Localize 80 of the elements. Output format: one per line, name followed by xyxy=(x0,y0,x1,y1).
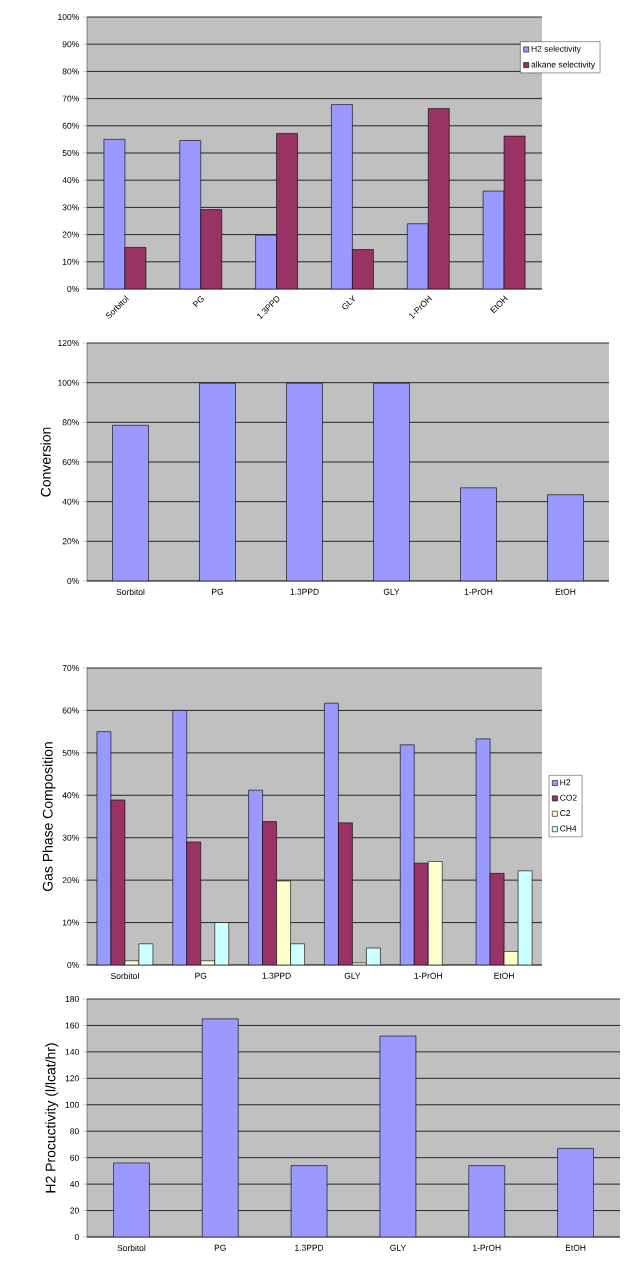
y-tick-label: 0% xyxy=(67,962,79,968)
y-tick-label: 60 xyxy=(70,1154,79,1161)
y-tick-label: 80% xyxy=(62,419,79,426)
y-tick-label: 60% xyxy=(62,459,79,465)
bar xyxy=(291,1165,328,1237)
y-tick-label: 70% xyxy=(62,95,79,102)
y-tick-label: 50% xyxy=(62,150,79,156)
x-tick-label: PG xyxy=(195,972,207,979)
x-tick-label: GLY xyxy=(390,1244,406,1251)
y-tick-label: 40 xyxy=(70,1181,79,1188)
bar xyxy=(468,1165,505,1237)
y-axis-title: Gas Phase Composition xyxy=(42,742,56,891)
y-tick-label: 30% xyxy=(62,204,79,211)
y-tick-label: 100 xyxy=(65,1101,79,1108)
x-tick-label: Sorbitol xyxy=(117,1244,146,1251)
y-tick-label: 20% xyxy=(62,877,79,884)
y-tick-label: 40% xyxy=(62,498,79,505)
legend-label: CO2 xyxy=(560,794,577,801)
bar xyxy=(400,744,415,965)
y-tick-label: 10% xyxy=(62,919,79,926)
y-tick-label: 10% xyxy=(62,258,79,265)
x-tick-label: 1-PrOH xyxy=(473,1244,501,1251)
y-tick-label: 120% xyxy=(58,340,79,346)
y-tick-label: 100% xyxy=(58,13,79,20)
y-tick-label: 0% xyxy=(67,578,79,584)
y-tick-label: 80% xyxy=(62,68,79,75)
bar xyxy=(113,1162,150,1237)
y-tick-label: 90% xyxy=(62,41,79,48)
x-tick-label: EtOH xyxy=(494,972,514,979)
x-tick-label: PG xyxy=(192,296,204,308)
y-tick-label: 160 xyxy=(65,1022,79,1029)
x-tick-label: Sorbitol xyxy=(116,588,145,595)
y-tick-label: 20% xyxy=(62,538,79,545)
y-tick-label: 80 xyxy=(70,1128,79,1135)
x-tick-label: Sorbitol xyxy=(110,972,139,979)
y-tick-label: 100% xyxy=(58,379,79,386)
x-tick-label: 1.3PPD xyxy=(290,588,319,595)
y-tick-label: 20 xyxy=(70,1207,79,1214)
legend-label: H2 xyxy=(560,779,571,786)
bar xyxy=(202,1018,239,1237)
y-tick-label: 60% xyxy=(62,122,79,129)
y-tick-label: 0% xyxy=(67,286,79,292)
x-tick-label: 1-PrOH xyxy=(414,972,442,979)
legend-label: alkane selectivity xyxy=(531,61,596,70)
x-tick-label: 1.3PPD xyxy=(295,1244,324,1251)
y-tick-label: 140 xyxy=(65,1048,79,1055)
x-tick-label: 1.3PPD xyxy=(262,972,291,979)
y-tick-label: 0 xyxy=(74,1234,79,1240)
bar xyxy=(199,383,236,581)
y-tick-label: 20% xyxy=(62,231,79,238)
x-tick-label: EtOH xyxy=(565,1244,586,1251)
bar xyxy=(460,487,497,581)
bar xyxy=(557,1148,594,1237)
y-tick-label: 180 xyxy=(65,996,79,1002)
legend-label: H2 selectivity xyxy=(531,45,581,54)
bar xyxy=(373,383,410,581)
bar xyxy=(286,383,323,581)
y-tick-label: 50% xyxy=(62,749,79,756)
y-tick-label: 60% xyxy=(62,707,79,714)
bar xyxy=(547,494,584,581)
x-tick-label: PG xyxy=(212,588,223,595)
x-tick-label: GLY xyxy=(383,588,400,595)
y-tick-label: 120 xyxy=(65,1075,79,1082)
y-axis-title: Conversion xyxy=(40,427,51,497)
y-tick-label: 40% xyxy=(62,177,79,184)
x-tick-label: EtOH xyxy=(555,588,576,595)
bar xyxy=(112,425,149,581)
legend-label: C2 xyxy=(560,810,571,817)
bar xyxy=(172,710,187,965)
x-tick-label: 1-PrOH xyxy=(464,588,493,595)
x-tick-label: GLY xyxy=(344,972,361,979)
bar xyxy=(248,790,263,965)
x-tick-label: PG xyxy=(214,1244,226,1251)
bar xyxy=(324,703,339,965)
legend-label: CH4 xyxy=(560,825,577,832)
y-tick-label: 30% xyxy=(62,834,79,841)
y-axis-title: H2 Procuctivity (l/lcat/hr) xyxy=(45,1043,59,1193)
y-tick-label: 40% xyxy=(62,792,79,799)
bar xyxy=(379,1036,416,1237)
y-tick-label: 70% xyxy=(62,665,79,671)
